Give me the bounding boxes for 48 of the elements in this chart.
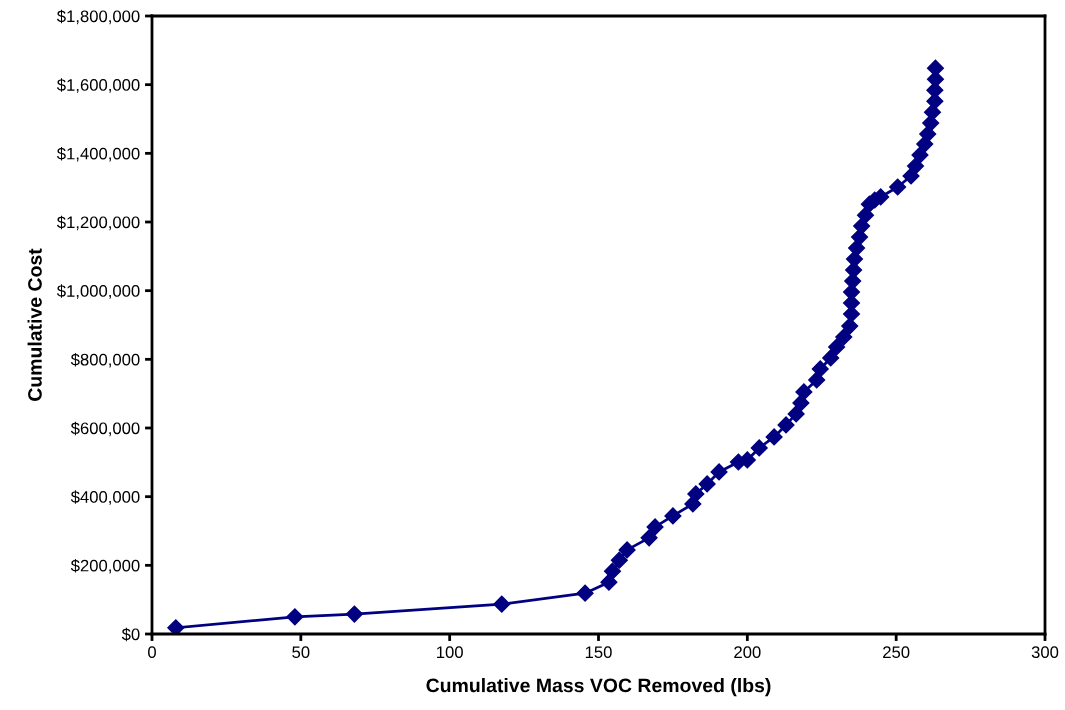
point (828, 338, 846, 356)
point (493, 595, 511, 613)
point (765, 428, 783, 446)
x-tick-label: 50 (292, 646, 310, 659)
point (576, 584, 594, 602)
x-axis-title: Cumulative Mass VOC Removed (lbs) (426, 678, 771, 697)
point (618, 541, 636, 559)
y-tick-label: $0 (121, 627, 140, 642)
point (787, 405, 805, 423)
x-tick-label: 200 (734, 646, 761, 659)
point (610, 551, 628, 569)
y-tick-label: $1,200,000 (56, 215, 140, 231)
y-tick-label: $600,000 (70, 421, 140, 437)
point (710, 463, 728, 481)
y-tick-label: $1,800,000 (56, 9, 140, 25)
point (646, 518, 664, 536)
x-tick-label: 150 (585, 646, 612, 659)
y-tick-label: $1,600,000 (56, 78, 140, 93)
point (822, 349, 840, 367)
point (286, 608, 304, 626)
point (841, 317, 859, 335)
y-axis-title: Cumulative Cost (27, 248, 42, 401)
x-tick-label: 250 (883, 646, 910, 659)
point (167, 619, 185, 634)
x-tick-label: 100 (437, 646, 463, 659)
point (687, 485, 705, 503)
point (777, 416, 795, 434)
point (640, 529, 658, 547)
point (345, 605, 363, 623)
y-tick-label: $1,000,000 (56, 284, 140, 299)
point (603, 562, 622, 580)
point (698, 475, 716, 493)
x-tick-label: 0 (148, 646, 156, 659)
point (750, 439, 768, 457)
point (811, 360, 829, 378)
y-tick-label: $800,000 (70, 353, 140, 368)
point (906, 157, 925, 175)
point (856, 206, 875, 224)
point (664, 507, 682, 525)
point (919, 125, 937, 143)
point (835, 328, 853, 346)
point (792, 394, 810, 412)
point (889, 178, 907, 196)
y-tick-label: $400,000 (70, 490, 140, 505)
y-tick-label: $200,000 (70, 559, 140, 574)
y-tick-label: $1,400,000 (56, 147, 140, 162)
x-tick-label: 300 (1031, 646, 1059, 659)
point (795, 383, 813, 401)
